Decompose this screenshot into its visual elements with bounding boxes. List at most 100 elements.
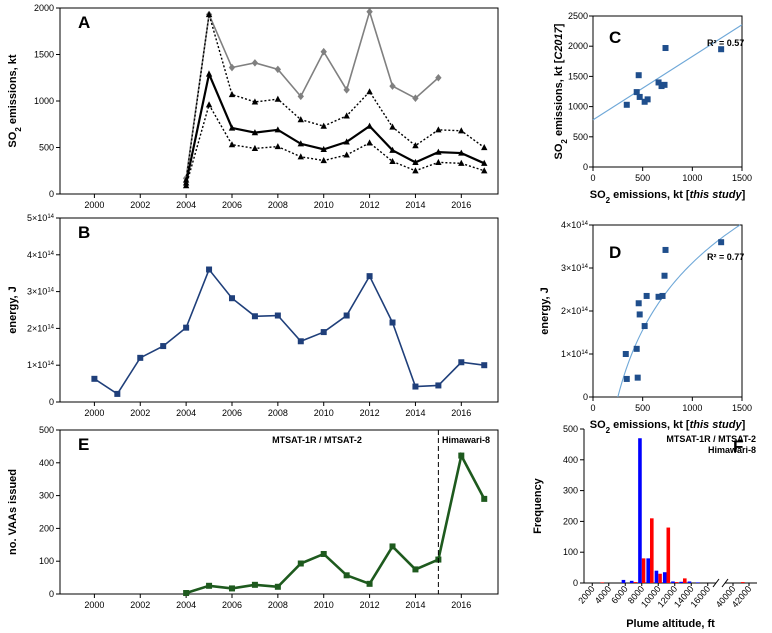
data-point <box>412 142 419 149</box>
panel-b: 2000 2002 2004 2006 2008 2010 2012 2014 2016 0 1×1… <box>7 213 499 418</box>
y-axis-label: Frequency <box>532 477 544 534</box>
data-point <box>343 138 350 145</box>
data-point <box>366 139 373 146</box>
data-point <box>183 324 190 331</box>
y-tick-label: 3×1014 <box>27 287 55 297</box>
data-point <box>633 345 640 352</box>
x-tick-label: 2008 <box>268 408 288 418</box>
y-tick-label: 100 <box>563 547 578 557</box>
y-tick-label: 200 <box>39 523 54 533</box>
data-point <box>481 167 488 174</box>
y-tick-label: 1500 <box>568 71 588 81</box>
data-point <box>320 550 327 557</box>
plot-frame <box>59 217 499 403</box>
x-tick-label: 2004 <box>176 600 196 610</box>
data-point <box>274 143 282 150</box>
series-line-vaas <box>185 451 486 595</box>
panel-label: C <box>609 28 621 47</box>
data-point <box>458 159 465 166</box>
data-point <box>343 312 350 319</box>
y-tick-label: 2×1014 <box>561 306 589 316</box>
x-tick-label: 2010 <box>314 200 334 210</box>
panel-label: F <box>733 437 743 456</box>
y-tick-label: 500 <box>39 143 54 153</box>
data-point <box>320 47 327 56</box>
data-point <box>205 70 213 77</box>
histogram-bar <box>638 438 642 583</box>
x-tick-label: 2000 <box>84 600 104 610</box>
x-tick-label: 2004 <box>176 408 196 418</box>
x-tick-label: 2016 <box>451 408 471 418</box>
panel-label: B <box>78 223 90 242</box>
data-point <box>389 146 396 153</box>
x-tick-label: 2010 <box>314 408 334 418</box>
data-point <box>636 93 643 100</box>
y-tick-label: 2500 <box>568 11 588 21</box>
data-point <box>320 329 327 336</box>
x-tick-label: 2016 <box>451 200 471 210</box>
data-point <box>435 148 442 155</box>
x-tick-label: 2012 <box>360 200 380 210</box>
x-tick-label: 2014 <box>405 600 425 610</box>
data-point <box>297 140 304 147</box>
data-point <box>251 59 259 67</box>
data-point <box>366 122 373 129</box>
data-point <box>251 98 259 105</box>
series-line-energy <box>93 267 485 396</box>
y-tick-label: 4×1014 <box>27 250 55 260</box>
data-point <box>228 63 236 72</box>
data-point <box>458 359 465 366</box>
data-point <box>297 560 304 567</box>
data-point <box>274 583 281 590</box>
y-tick-label: 500 <box>573 132 588 142</box>
data-point <box>634 374 641 381</box>
data-point <box>635 300 642 307</box>
x-tick-label: 1000 <box>682 173 702 183</box>
data-point <box>718 46 725 53</box>
histogram-bar <box>683 578 687 583</box>
data-point <box>343 112 350 119</box>
x-tick-label: 2006 <box>222 200 242 210</box>
data-point <box>435 73 442 82</box>
panel-d: 0 500 1000 1500 0 1×1014 2×1014 3×1014 4×1014 D R²… <box>539 220 752 435</box>
x-axis-label: SO2 emissions, kt [this study] <box>590 189 746 205</box>
data-point <box>389 543 396 550</box>
data-point <box>389 157 396 165</box>
y-tick-label: 1×1014 <box>561 349 589 359</box>
series-line-lower <box>185 102 485 186</box>
data-point <box>389 123 396 130</box>
histogram-bar <box>621 579 626 583</box>
y-tick-label: 500 <box>39 425 54 435</box>
data-point <box>320 145 327 152</box>
y-axis-label: no. VAAs issued <box>7 469 19 555</box>
y-axis-label: SO2 emissions, kt <box>7 54 23 147</box>
data-point <box>412 158 419 165</box>
series-line-gray <box>185 8 439 179</box>
panel-e: 2000 2002 2004 2006 2008 2010 2012 2014 2016 0 100… <box>7 425 499 610</box>
data-point <box>458 127 465 134</box>
y-tick-label: 500 <box>563 424 578 434</box>
data-point <box>297 338 304 345</box>
y-tick-label: 2×1014 <box>27 323 55 333</box>
data-point <box>659 292 666 299</box>
x-tick-label: 2002 <box>130 408 150 418</box>
data-point <box>366 7 373 16</box>
data-point <box>343 151 350 158</box>
data-point <box>635 72 642 79</box>
plot-frame <box>59 429 499 595</box>
y-tick-label: 5×1014 <box>27 213 55 223</box>
data-point <box>622 351 629 357</box>
x-tick-label: 2004 <box>176 200 196 210</box>
data-point <box>641 323 648 330</box>
x-tick-label: 1500 <box>732 403 752 413</box>
x-axis-label: SO2 emissions, kt [this study] <box>590 419 746 435</box>
panel-a: 2000 2002 2004 2006 2008 2010 2012 2014 2016 0 500… <box>7 3 499 210</box>
data-point <box>481 495 488 502</box>
axis-break-mark <box>712 578 720 588</box>
data-point <box>412 167 419 174</box>
x-tick-label: 500 <box>635 403 650 413</box>
data-point <box>274 126 282 133</box>
panel-label: E <box>78 435 89 454</box>
y-axis-label: energy, J <box>7 286 19 334</box>
y-tick-label: 0 <box>573 578 578 588</box>
